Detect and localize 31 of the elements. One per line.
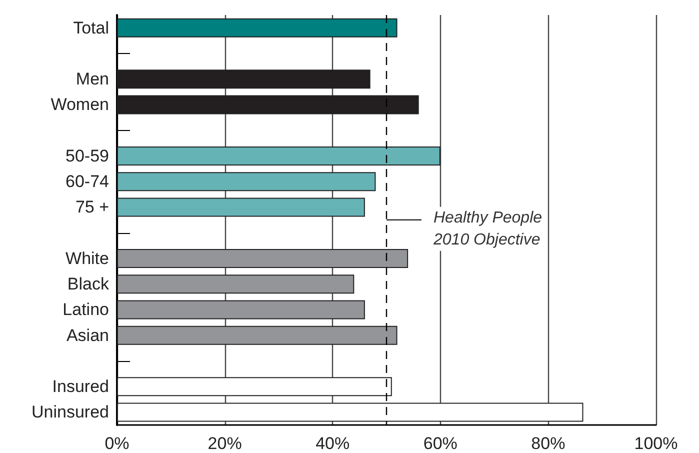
bar bbox=[117, 274, 354, 294]
y-tick-label: Asian bbox=[66, 326, 109, 345]
y-tick-label: Insured bbox=[52, 377, 109, 396]
ref-line-label: Healthy People 2010 Objective bbox=[432, 209, 542, 248]
x-tick-label: 40% bbox=[316, 434, 350, 453]
y-tick-label: White bbox=[66, 248, 109, 268]
bar bbox=[117, 377, 392, 396]
x-tick-label: 80% bbox=[531, 434, 566, 453]
y-tick-label: 50-59 bbox=[66, 146, 109, 166]
y-tick-label: 60-74 bbox=[66, 172, 109, 192]
bar bbox=[117, 146, 440, 166]
bar bbox=[117, 326, 398, 345]
y-tick-label: Black bbox=[67, 274, 110, 294]
y-tick-label: Women bbox=[50, 95, 109, 114]
bar bbox=[117, 248, 408, 268]
bar bbox=[117, 95, 419, 114]
y-tick-label: Total bbox=[73, 18, 109, 38]
bar bbox=[117, 18, 398, 38]
bar bbox=[117, 402, 584, 422]
bar bbox=[117, 172, 376, 192]
x-tick-label: 20% bbox=[208, 434, 242, 453]
x-tick-label: 60% bbox=[423, 434, 458, 453]
y-tick-label: Uninsured bbox=[32, 402, 109, 422]
x-tick-label: 100% bbox=[634, 434, 678, 453]
y-tick-label: 75 + bbox=[75, 198, 110, 217]
bar bbox=[117, 300, 365, 320]
bar bbox=[117, 198, 365, 217]
bar bbox=[117, 70, 370, 89]
x-tick-label: 0% bbox=[104, 434, 130, 453]
y-tick-label: Latino bbox=[62, 300, 109, 320]
y-tick-label: Men bbox=[76, 70, 109, 89]
